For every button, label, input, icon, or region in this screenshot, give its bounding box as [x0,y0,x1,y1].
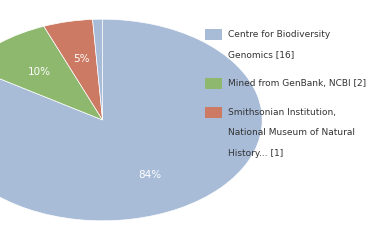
Text: 5%: 5% [73,54,89,64]
Wedge shape [93,19,103,120]
Text: History... [1]: History... [1] [228,149,283,157]
Text: Genomics [16]: Genomics [16] [228,50,294,59]
Text: 84%: 84% [139,170,162,180]
Text: National Museum of Natural: National Museum of Natural [228,128,355,137]
Text: 10%: 10% [28,67,51,77]
Text: Smithsonian Institution,: Smithsonian Institution, [228,108,336,117]
Wedge shape [0,26,103,120]
Wedge shape [0,19,262,221]
Bar [205,107,222,118]
Bar [205,78,222,89]
Text: Centre for Biodiversity: Centre for Biodiversity [228,30,330,39]
Wedge shape [44,19,103,120]
Text: Mined from GenBank, NCBI [2]: Mined from GenBank, NCBI [2] [228,79,366,88]
Bar [205,29,222,40]
